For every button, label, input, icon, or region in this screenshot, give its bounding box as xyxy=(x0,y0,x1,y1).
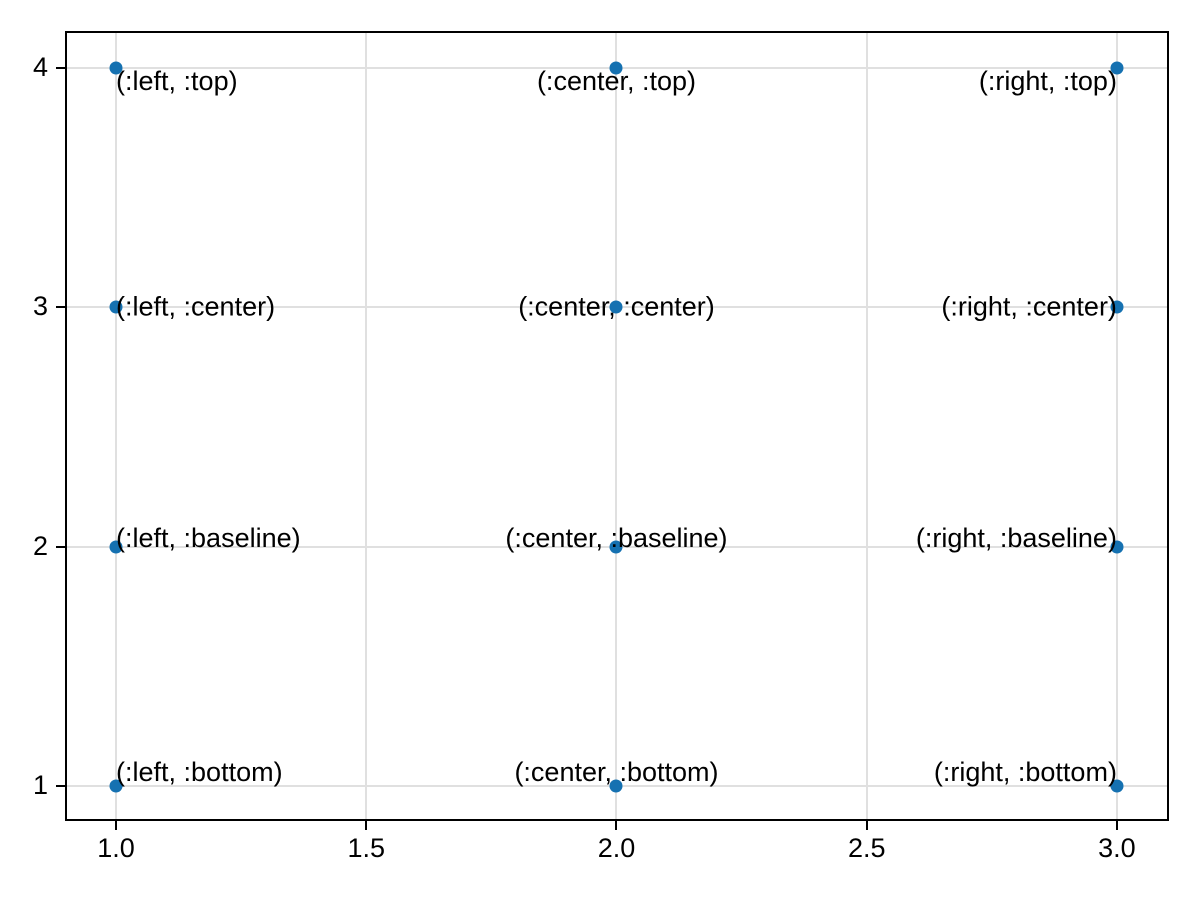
scatter-point xyxy=(1110,61,1124,75)
x-gridline xyxy=(1115,31,1118,821)
x-gridline xyxy=(365,31,368,821)
scatter-point xyxy=(109,779,123,793)
x-tick-mark xyxy=(615,821,618,830)
x-tick-label: 3.0 xyxy=(1098,833,1136,863)
scatter-point xyxy=(609,540,623,554)
x-tick-label: 1.0 xyxy=(97,833,135,863)
x-tick-mark xyxy=(365,821,368,830)
scatter-point xyxy=(609,779,623,793)
y-tick-mark xyxy=(56,785,65,788)
point-alignment-label: (:left, :baseline) xyxy=(116,522,301,553)
y-tick-label: 4 xyxy=(32,52,48,83)
point-alignment-label: (:left, :top) xyxy=(116,65,238,96)
x-tick-label: 2.5 xyxy=(847,833,886,863)
point-alignment-label: (:right, :baseline) xyxy=(915,522,1117,553)
x-tick-mark xyxy=(865,821,868,830)
point-alignment-label: (:center, :baseline) xyxy=(505,522,728,553)
x-tick-label: 2.0 xyxy=(597,833,636,863)
scatter-point xyxy=(109,300,123,314)
scatter-point xyxy=(1110,300,1124,314)
x-gridline xyxy=(115,31,118,821)
scatter-point xyxy=(609,61,623,75)
scatter-point xyxy=(1110,540,1124,554)
y-tick-mark xyxy=(56,66,65,69)
scatter-point xyxy=(109,540,123,554)
point-alignment-label: (:center, :top) xyxy=(536,65,697,96)
scatter-point xyxy=(109,61,123,75)
x-tick-mark xyxy=(115,821,118,830)
point-alignment-label: (:center, :center) xyxy=(518,291,715,322)
point-alignment-label: (:right, :top) xyxy=(978,65,1117,96)
point-alignment-label: (:left, :center) xyxy=(116,291,276,322)
x-gridline xyxy=(865,31,868,821)
plot-area xyxy=(65,31,1169,821)
y-tick-label: 1 xyxy=(32,770,48,801)
scatter-point xyxy=(609,300,623,314)
y-tick-mark xyxy=(56,545,65,548)
point-alignment-label: (:right, :center) xyxy=(941,291,1117,322)
point-alignment-label: (:right, :bottom) xyxy=(933,757,1117,788)
scatter-point xyxy=(1110,779,1124,793)
point-alignment-label: (:center, :bottom) xyxy=(514,757,719,788)
y-tick-label: 3 xyxy=(32,291,48,322)
point-alignment-label: (:left, :bottom) xyxy=(116,757,283,788)
x-tick-label: 1.5 xyxy=(347,833,386,863)
x-gridline xyxy=(615,31,618,821)
x-tick-mark xyxy=(1115,821,1118,830)
y-tick-mark xyxy=(56,306,65,309)
y-tick-label: 2 xyxy=(32,530,48,561)
